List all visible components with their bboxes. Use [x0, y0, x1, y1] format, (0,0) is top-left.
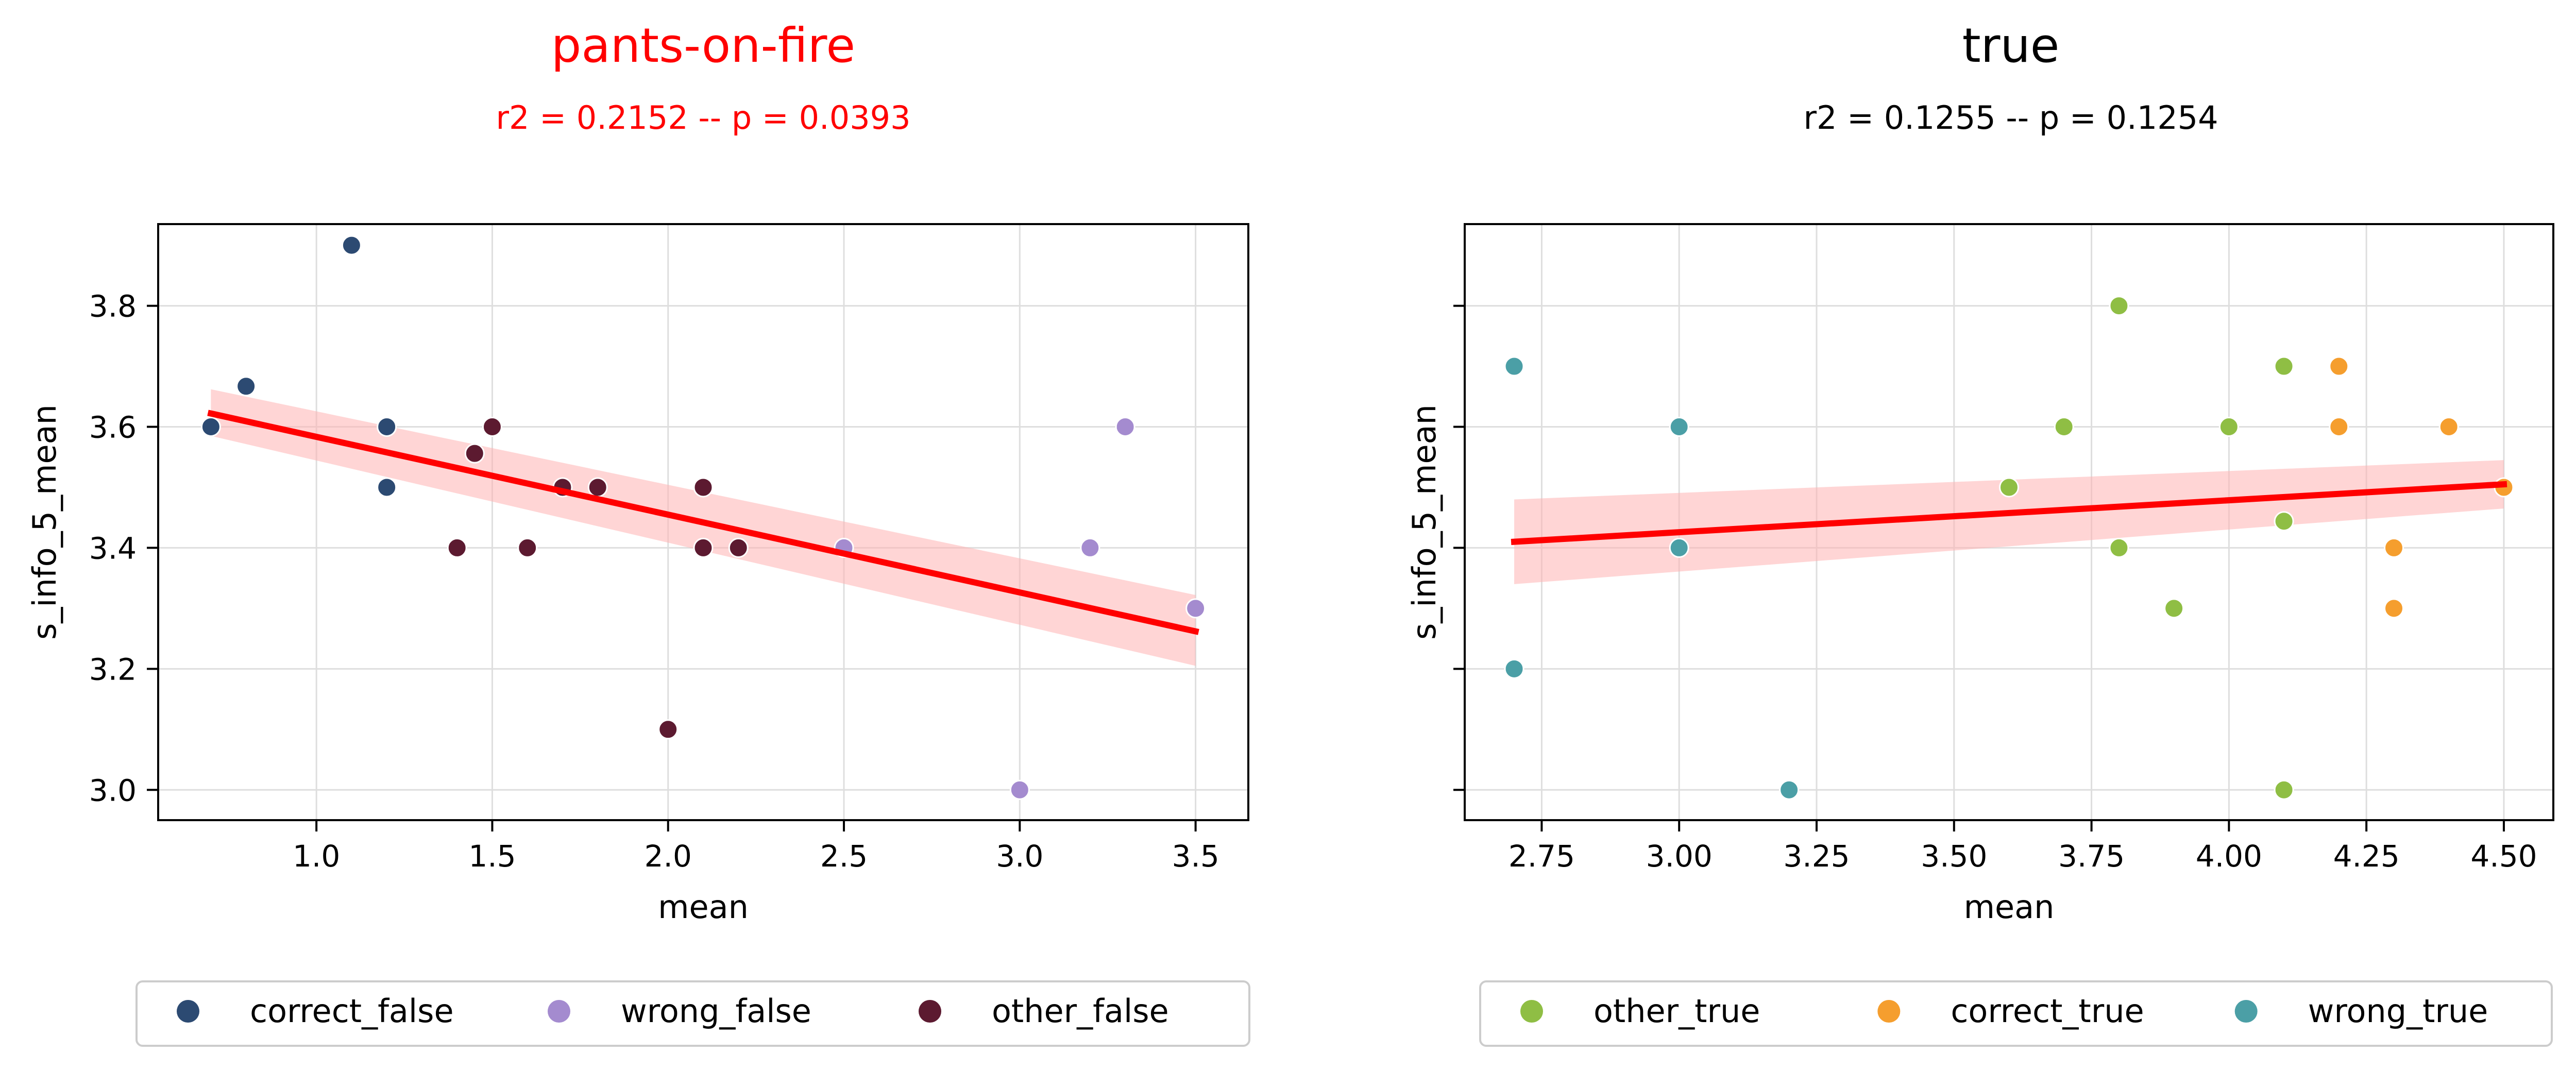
x-tick-label: 2.5 — [820, 839, 868, 874]
y-tick-label: 3.2 — [89, 652, 137, 687]
chart-subtitle: r2 = 0.2152 -- p = 0.0393 — [496, 99, 910, 137]
data-point-other_false — [517, 537, 538, 558]
confidence-band — [211, 389, 1196, 666]
data-point-other_true — [2218, 416, 2239, 437]
data-point-correct_true — [2329, 416, 2349, 437]
legend-marker — [548, 1000, 570, 1023]
y-tick-label: 3.6 — [89, 410, 137, 445]
y-tick-label: 3.4 — [89, 531, 137, 566]
data-point-correct_false — [236, 376, 257, 397]
regression-line — [207, 410, 1199, 635]
data-point-wrong_true — [1504, 356, 1524, 377]
data-point-correct_true — [2384, 598, 2404, 619]
legend-box — [1479, 980, 2553, 1047]
data-point-correct_false — [377, 477, 397, 498]
legend-marker — [919, 1000, 941, 1023]
data-point-wrong_false — [1185, 598, 1206, 619]
legend-label: other_false — [992, 992, 1169, 1030]
x-tick-label: 3.0 — [996, 839, 1043, 874]
data-point-correct_true — [2438, 416, 2459, 437]
x-tick-label: 4.50 — [2470, 839, 2537, 874]
chart-subtitle: r2 = 0.1255 -- p = 0.1254 — [1803, 99, 2218, 137]
data-point-wrong_false — [1115, 416, 1136, 437]
data-point-other_false — [728, 537, 749, 558]
data-point-other_true — [2274, 779, 2294, 800]
data-point-wrong_true — [1669, 537, 1689, 558]
x-tick-label: 3.25 — [1783, 839, 1850, 874]
x-tick-label: 3.5 — [1172, 839, 1219, 874]
x-tick-label: 2.75 — [1509, 839, 1575, 874]
x-tick-label: 1.5 — [468, 839, 516, 874]
plot-frame — [1464, 223, 2554, 821]
x-tick-label: 4.25 — [2333, 839, 2400, 874]
confidence-band — [1514, 460, 2504, 584]
data-point-other_false — [464, 443, 485, 464]
data-point-other_true — [2054, 416, 2074, 437]
data-point-other_false — [693, 477, 714, 498]
x-axis-label: mean — [658, 888, 749, 926]
data-point-other_true — [2109, 537, 2129, 558]
data-point-wrong_false — [1080, 537, 1100, 558]
legend-marker — [2234, 1000, 2258, 1023]
data-point-correct_true — [2329, 356, 2349, 377]
x-tick-label: 3.00 — [1646, 839, 1713, 874]
y-axis-label: s_info_5_mean — [26, 404, 63, 640]
data-point-other_false — [658, 719, 679, 740]
y-axis-label: s_info_5_mean — [1405, 404, 1443, 640]
data-point-other_false — [447, 537, 467, 558]
legend-label: correct_true — [1951, 992, 2144, 1030]
chart-title: pants-on-fire — [551, 18, 855, 73]
data-point-other_true — [2109, 296, 2129, 316]
chart-title: true — [1962, 18, 2060, 73]
data-point-correct_false — [341, 235, 362, 256]
x-tick-label: 4.00 — [2196, 839, 2262, 874]
legend-marker — [177, 1000, 199, 1023]
data-point-other_false — [482, 416, 502, 437]
data-point-correct_false — [200, 416, 221, 437]
data-point-wrong_false — [1009, 779, 1030, 800]
y-tick-label: 3.8 — [89, 289, 137, 324]
legend-marker — [1877, 1000, 1901, 1023]
data-point-other_true — [2164, 598, 2184, 619]
data-point-wrong_true — [1504, 658, 1524, 679]
data-point-correct_false — [377, 416, 397, 437]
data-point-other_true — [2274, 511, 2294, 532]
data-point-other_false — [587, 477, 608, 498]
plot-frame — [157, 223, 1249, 821]
regression-line — [1511, 481, 2507, 546]
data-point-wrong_true — [1779, 779, 1800, 800]
data-point-other_true — [1999, 477, 2019, 498]
legend-label: wrong_false — [621, 992, 811, 1030]
x-tick-label: 2.0 — [645, 839, 692, 874]
x-tick-label: 3.50 — [1921, 839, 1987, 874]
legend-label: wrong_true — [2308, 992, 2488, 1030]
legend-label: correct_false — [250, 992, 454, 1030]
x-tick-label: 1.0 — [293, 839, 340, 874]
data-point-other_true — [2274, 356, 2294, 377]
data-point-other_false — [693, 537, 714, 558]
data-point-correct_true — [2384, 537, 2404, 558]
legend-box — [135, 980, 1250, 1047]
legend-label: other_true — [1594, 992, 1760, 1030]
x-axis-label: mean — [1964, 888, 2055, 926]
legend-marker — [1520, 1000, 1543, 1023]
x-tick-label: 3.75 — [2058, 839, 2125, 874]
y-tick-label: 3.0 — [89, 773, 137, 808]
data-point-wrong_true — [1669, 416, 1689, 437]
